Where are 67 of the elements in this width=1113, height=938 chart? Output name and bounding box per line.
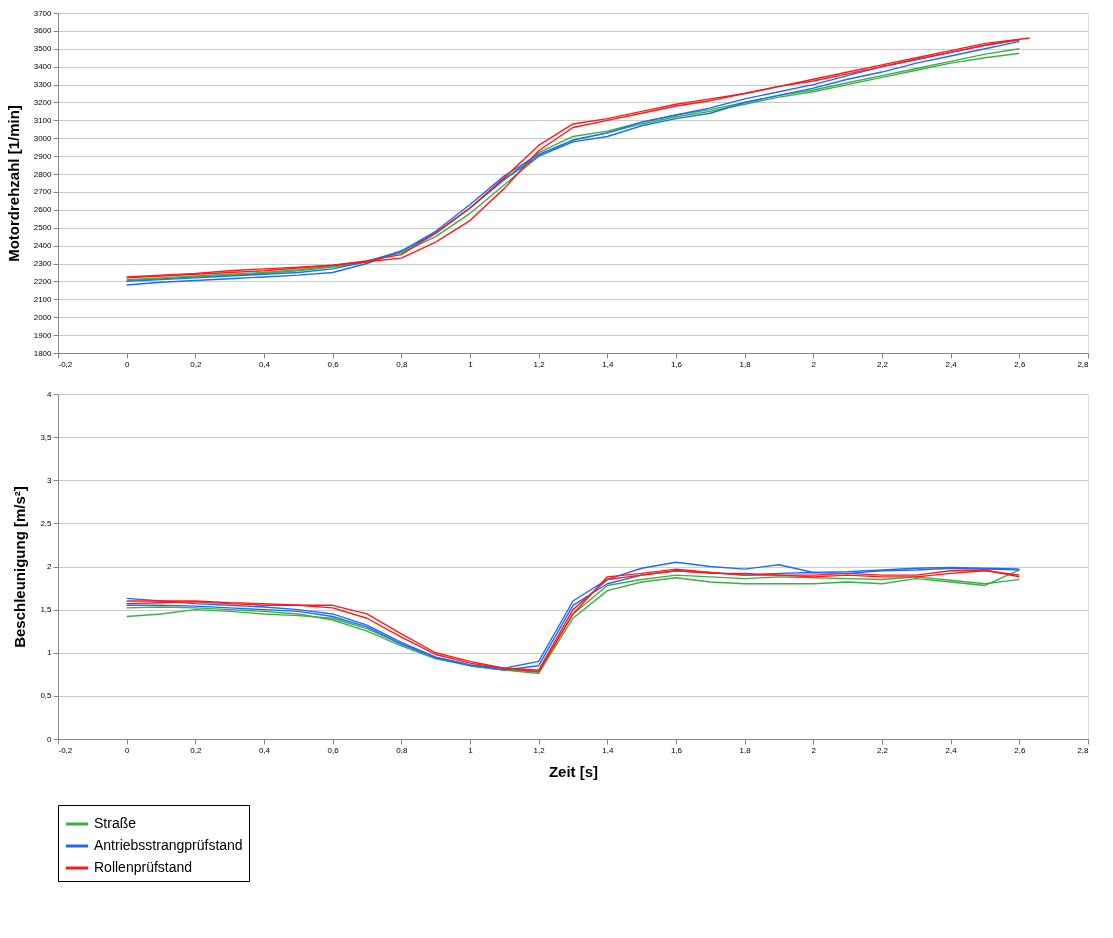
x-tick-label: -0,2: [58, 359, 73, 369]
x-tick-label: 2,6: [1014, 745, 1026, 755]
y-tick-label: 1: [47, 648, 53, 658]
y-tick-label: 1900: [33, 330, 53, 340]
y-tick-label: 2000: [33, 312, 53, 322]
y-tick-label: 2100: [33, 294, 53, 304]
x-tick-label: 2,2: [876, 359, 889, 369]
x-tick-label: 0: [124, 745, 130, 755]
y-tick-label: 0,5: [40, 691, 53, 701]
y-axis-title: Motordrehzahl [1/min]: [4, 105, 22, 262]
y-tick-label: 3000: [33, 133, 53, 143]
y-tick-label: 3100: [33, 115, 53, 125]
y-tick-label: 0: [47, 734, 53, 744]
x-tick-label: 0,2: [190, 359, 202, 369]
x-tick-label: 2,4: [945, 359, 958, 369]
x-tick-label: 1,6: [670, 745, 683, 755]
x-tick-label: 0,2: [190, 745, 202, 755]
y-axis-title: Beschleunigung [m/s²]: [11, 486, 29, 648]
x-tick-label: 2: [811, 745, 817, 755]
x-tick-label: 1,6: [670, 359, 683, 369]
x-tick-label: 2,4: [945, 745, 958, 755]
x-tick-label: 2,6: [1014, 359, 1026, 369]
x-tick-label: 1: [468, 745, 474, 755]
y-tick-label: 2800: [33, 169, 53, 179]
x-tick-label: 1,4: [602, 359, 614, 369]
y-tick-label: 3: [47, 475, 53, 485]
x-tick-label: 0,8: [396, 745, 408, 755]
x-tick-label: 1,2: [533, 745, 546, 755]
x-tick-label: 2,2: [876, 745, 889, 755]
y-tick-label: 3400: [33, 62, 53, 72]
x-tick-label: 2: [811, 359, 817, 369]
y-tick-label: 2600: [33, 205, 53, 215]
y-tick-label: 1800: [33, 348, 53, 358]
y-tick-label: 2900: [33, 151, 53, 161]
x-tick-label: 1,2: [533, 359, 546, 369]
y-tick-label: 3300: [33, 80, 53, 90]
legend-label: Straße: [94, 815, 137, 831]
y-tick-label: 3500: [33, 44, 53, 54]
y-tick-label: 2: [47, 562, 53, 571]
y-tick-label: 3,5: [40, 432, 53, 442]
x-tick-label: -0,2: [58, 745, 73, 755]
y-tick-label: 2,5: [40, 518, 53, 528]
y-tick-label: 2300: [33, 259, 53, 269]
x-tick-label: 0,4: [258, 359, 271, 369]
y-tick-label: 3200: [33, 97, 53, 107]
x-tick-label: 1,8: [739, 359, 752, 369]
x-tick-label: 0,8: [396, 359, 408, 369]
y-tick-label: 2700: [33, 187, 53, 197]
x-tick-label: 0,4: [258, 745, 271, 755]
legend-label: Antriebsstrangprüfstand: [94, 837, 243, 853]
y-tick-label: 1,5: [40, 605, 53, 615]
x-tick-label: 2,8: [1077, 359, 1090, 369]
y-tick-label: 3700: [33, 8, 53, 18]
x-tick-label: 1,4: [602, 745, 614, 755]
x-axis-title: Zeit [s]: [548, 762, 599, 780]
y-tick-label: 3600: [33, 26, 53, 36]
x-tick-label: 1,8: [739, 745, 752, 755]
x-tick-label: 0,6: [327, 745, 340, 755]
x-tick-label: 1: [468, 359, 474, 369]
y-tick-label: 4: [47, 389, 53, 399]
y-tick-label: 2200: [33, 276, 53, 286]
x-tick-label: 0: [124, 359, 130, 369]
x-tick-label: 2,8: [1077, 745, 1090, 755]
legend-label: Rollenprüfstand: [94, 859, 193, 875]
y-tick-label: 2400: [33, 241, 53, 251]
y-tick-label: 2500: [33, 223, 53, 233]
x-tick-label: 0,6: [327, 359, 340, 369]
